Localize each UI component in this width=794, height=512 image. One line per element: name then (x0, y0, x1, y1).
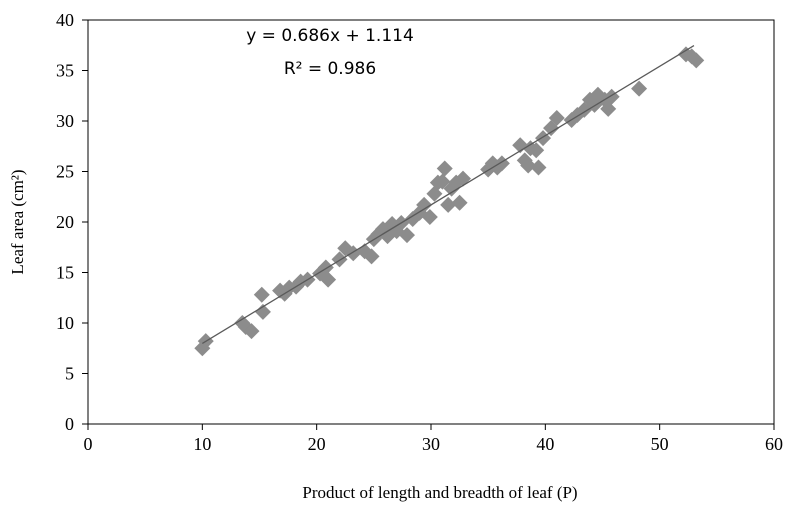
y-tick-label: 35 (56, 61, 74, 81)
data-point (243, 323, 260, 340)
trendline-equation: y = 0.686x + 1.114 (246, 26, 414, 46)
data-point (688, 52, 705, 69)
data-point (254, 303, 271, 320)
x-tick-label: 50 (651, 434, 669, 454)
x-tick-label: 10 (193, 434, 211, 454)
y-tick-label: 0 (65, 414, 74, 434)
data-point (631, 80, 648, 97)
x-tick-label: 0 (84, 434, 93, 454)
trendline-group (201, 44, 695, 345)
y-tick-label: 40 (56, 10, 74, 30)
y-tick-label: 10 (56, 313, 74, 333)
data-point (320, 271, 337, 288)
y-tick-label: 5 (65, 364, 74, 384)
data-point (600, 100, 617, 117)
y-tick-label: 30 (56, 111, 74, 131)
data-point (421, 208, 438, 225)
y-tick-label: 15 (56, 263, 74, 283)
x-tick-label: 40 (536, 434, 554, 454)
data-point (416, 196, 433, 213)
x-axis-title: Product of length and breadth of leaf (P… (302, 483, 577, 502)
data-point (363, 248, 380, 265)
data-point (337, 240, 354, 257)
y-axis-title: Leaf area (cm²) (8, 169, 27, 274)
x-axis: 0 10 20 30 40 50 60 (84, 424, 783, 454)
data-point (528, 142, 545, 159)
data-point (543, 120, 560, 137)
x-tick-label: 60 (765, 434, 783, 454)
data-point (530, 159, 547, 176)
data-point (520, 157, 537, 174)
trendline (201, 44, 695, 345)
data-point (451, 194, 468, 211)
data-point (398, 227, 415, 244)
data-point (548, 109, 565, 126)
x-tick-label: 20 (308, 434, 326, 454)
x-tick-label: 30 (422, 434, 440, 454)
data-point (440, 196, 457, 213)
y-tick-label: 25 (56, 162, 74, 182)
data-point (436, 160, 453, 177)
data-point (434, 173, 451, 190)
y-axis: 0 5 10 15 20 25 30 35 40 (56, 10, 88, 434)
trendline-r-squared: R² = 0.986 (284, 59, 376, 79)
y-tick-label: 20 (56, 212, 74, 232)
data-point (253, 286, 270, 303)
